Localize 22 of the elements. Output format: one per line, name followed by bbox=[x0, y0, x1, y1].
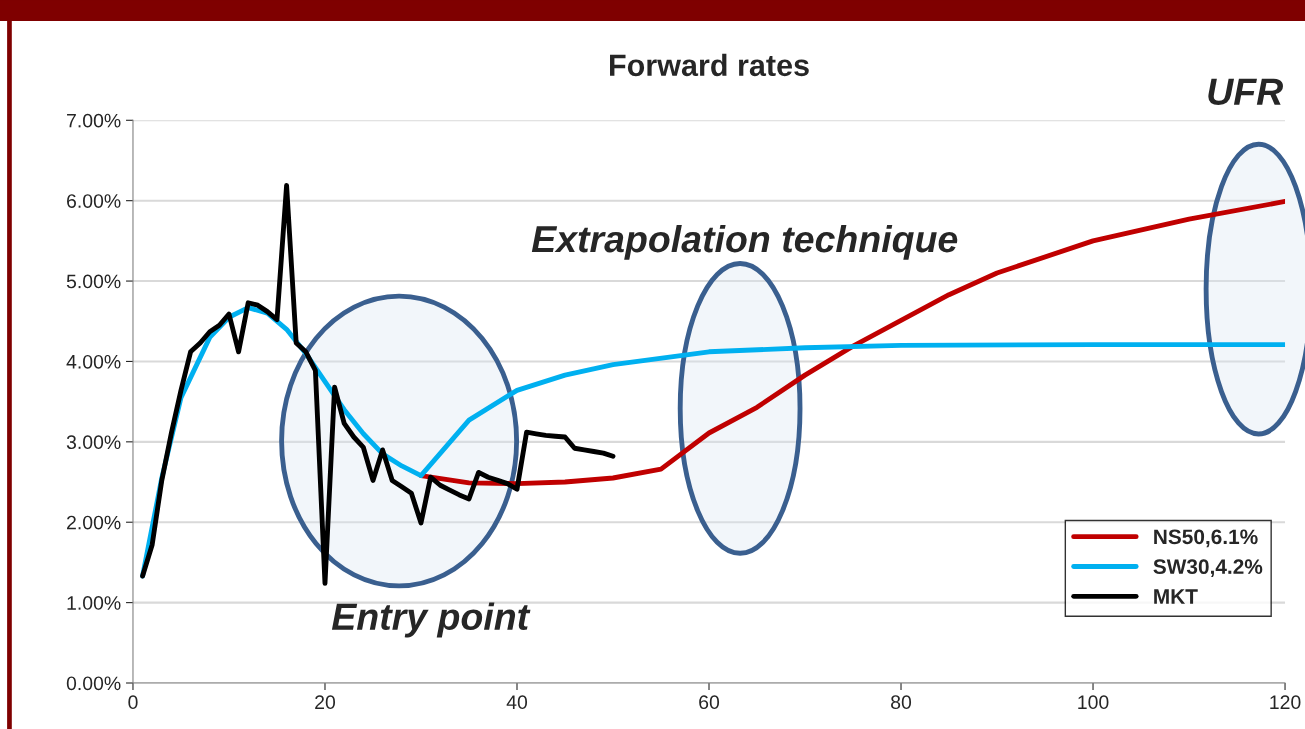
x-tick-label: 40 bbox=[506, 695, 528, 710]
legend-label: MKT bbox=[1154, 589, 1198, 604]
y-tick-label: 1.00% bbox=[67, 596, 121, 610]
x-tick-label: 20 bbox=[315, 695, 336, 710]
legend-label: NS50,6.1% bbox=[1154, 529, 1258, 548]
x-tick-label: 80 bbox=[891, 695, 912, 710]
y-tick-label: 7.00% bbox=[67, 113, 121, 128]
y-tick-label: 4.00% bbox=[66, 354, 121, 369]
x-tick-label: 120 bbox=[1270, 695, 1301, 710]
x-tick-label: 60 bbox=[699, 695, 720, 710]
x-tick-label: 100 bbox=[1078, 695, 1109, 710]
y-tick-label: 0.00% bbox=[66, 676, 121, 691]
legend-label: SW30,4.2% bbox=[1153, 559, 1263, 578]
annotation: Extrapolation technique bbox=[531, 224, 958, 260]
y-tick-label: 3.00% bbox=[66, 435, 121, 450]
y-tick-label: 2.00% bbox=[67, 515, 121, 530]
chart-title: Forward rates bbox=[610, 53, 809, 77]
y-tick-label: 6.00% bbox=[67, 194, 121, 208]
annotation: Entry point bbox=[331, 602, 531, 638]
x-tick-label: 0 bbox=[128, 695, 138, 710]
y-tick-label: 5.00% bbox=[66, 274, 121, 289]
text: UFR bbox=[1208, 78, 1283, 106]
